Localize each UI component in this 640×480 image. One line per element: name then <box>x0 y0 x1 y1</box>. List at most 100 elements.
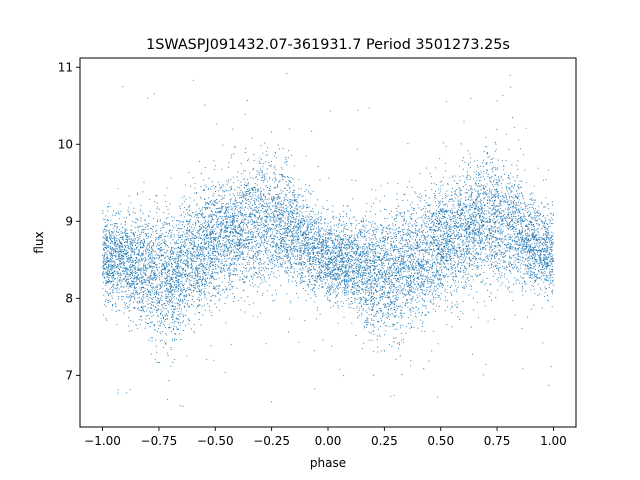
data-point <box>150 308 152 310</box>
data-point <box>112 237 114 239</box>
data-point <box>428 220 430 222</box>
data-point <box>436 242 439 244</box>
data-point <box>482 192 484 194</box>
data-point <box>510 220 512 223</box>
data-point <box>153 273 155 275</box>
data-point <box>106 224 108 226</box>
data-point <box>151 321 154 323</box>
data-point <box>170 236 172 238</box>
data-point <box>514 234 516 236</box>
data-point <box>156 311 158 313</box>
data-point <box>417 204 419 206</box>
data-point <box>426 270 428 272</box>
data-point <box>143 265 145 267</box>
data-point <box>173 325 175 327</box>
data-point <box>273 216 275 219</box>
data-point <box>439 275 441 277</box>
data-point <box>225 247 228 249</box>
data-point <box>323 249 325 251</box>
data-point <box>427 234 429 236</box>
data-point <box>224 258 226 260</box>
data-point <box>491 255 493 257</box>
data-point <box>260 232 263 234</box>
data-point <box>361 272 363 274</box>
data-point <box>225 189 227 191</box>
data-point <box>349 243 351 245</box>
data-point <box>108 272 111 275</box>
data-point <box>453 243 455 245</box>
data-point <box>510 202 512 204</box>
data-point <box>471 229 473 232</box>
data-point <box>193 305 195 307</box>
data-point <box>297 251 299 253</box>
data-point <box>257 316 259 318</box>
data-point <box>253 199 255 202</box>
data-point <box>356 245 358 247</box>
data-point <box>420 314 422 316</box>
data-point <box>346 258 348 260</box>
data-point <box>155 231 157 233</box>
data-point <box>266 290 268 292</box>
data-point <box>325 253 327 255</box>
data-point <box>246 213 248 216</box>
data-point <box>104 300 106 302</box>
data-point <box>533 255 535 257</box>
data-point <box>483 213 485 215</box>
data-point <box>131 272 133 274</box>
data-point <box>163 262 165 265</box>
data-point <box>288 150 290 152</box>
data-point <box>268 207 270 209</box>
data-point <box>181 213 183 215</box>
data-point <box>149 254 152 256</box>
data-point <box>453 200 455 202</box>
data-point <box>394 231 396 234</box>
data-point <box>115 264 117 266</box>
data-point <box>170 305 172 307</box>
data-point <box>305 243 307 245</box>
data-point <box>522 294 524 296</box>
data-point <box>392 325 394 327</box>
data-point <box>360 259 362 261</box>
data-point <box>515 207 517 209</box>
data-point <box>386 297 388 299</box>
data-point <box>225 237 227 239</box>
data-point <box>420 288 423 290</box>
data-point <box>363 278 365 280</box>
data-point <box>145 251 147 253</box>
data-point <box>403 285 406 287</box>
data-point <box>210 240 212 242</box>
data-point <box>427 272 429 274</box>
data-point <box>464 215 466 217</box>
data-point <box>447 194 449 196</box>
data-point <box>115 253 117 255</box>
data-point <box>107 229 109 231</box>
data-point <box>244 113 246 115</box>
data-point <box>471 188 473 190</box>
data-point <box>243 220 245 222</box>
data-point <box>145 284 147 286</box>
data-point <box>483 300 485 302</box>
data-point <box>457 250 459 253</box>
data-point <box>373 249 375 251</box>
data-point <box>450 308 452 310</box>
data-point <box>543 250 545 252</box>
data-point <box>463 212 466 214</box>
data-point <box>463 229 466 231</box>
data-point <box>166 295 168 297</box>
data-point <box>483 184 485 186</box>
data-point <box>303 205 305 207</box>
data-point <box>369 287 371 289</box>
data-point <box>437 206 440 208</box>
data-point <box>183 211 185 213</box>
data-point <box>440 234 442 236</box>
data-point <box>504 238 507 240</box>
data-point <box>545 179 547 181</box>
data-point <box>184 236 186 238</box>
data-point <box>393 302 395 304</box>
data-point <box>175 287 177 289</box>
data-point <box>305 245 307 247</box>
data-point <box>481 211 484 213</box>
data-point <box>256 208 258 210</box>
data-point <box>171 317 173 319</box>
data-point <box>199 270 201 272</box>
